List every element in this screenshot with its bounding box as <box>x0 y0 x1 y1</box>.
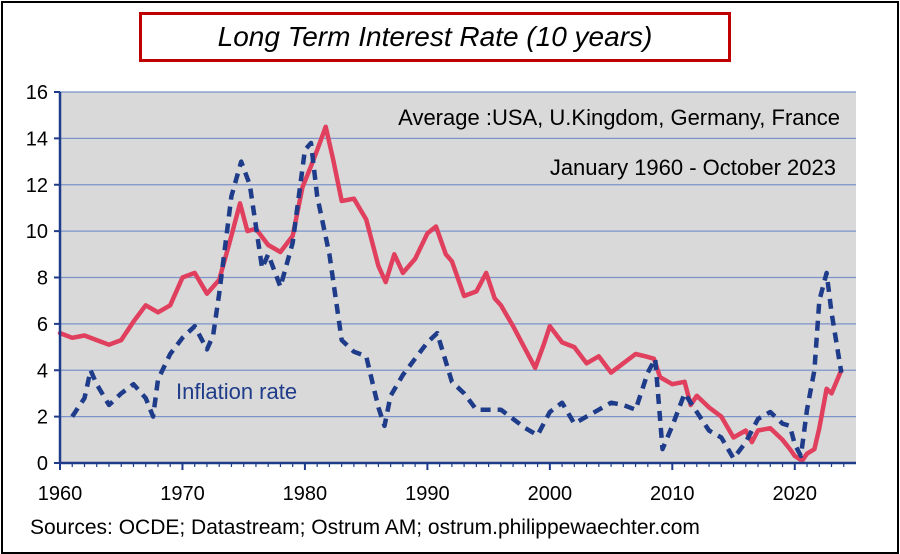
x-tick-label-1990: 1990 <box>405 483 450 505</box>
chart-title: Long Term Interest Rate (10 years) <box>217 21 653 52</box>
y-tick-label-16: 16 <box>26 82 48 104</box>
series-group <box>57 124 844 463</box>
x-tick-label-2020: 2020 <box>773 483 818 505</box>
inflation-rate-label: Inflation rate <box>176 379 297 404</box>
chart-title-box: Long Term Interest Rate (10 years) <box>139 12 731 62</box>
annotation-countries: Average :USA, U.Kingdom, Germany, France <box>398 105 840 130</box>
y-tick-label-8: 8 <box>37 268 48 290</box>
y-tick-label-6: 6 <box>37 314 48 336</box>
y-tick-label-4: 4 <box>37 360 48 382</box>
annotation-period: January 1960 - October 2023 <box>550 155 836 180</box>
source-note: Sources: OCDE; Datastream; Ostrum AM; os… <box>30 516 700 539</box>
y-tick-label-2: 2 <box>37 407 48 429</box>
x-tick-label-1960: 1960 <box>38 483 83 505</box>
y-tick-label-14: 14 <box>26 128 48 150</box>
x-tick-label-1980: 1980 <box>283 483 328 505</box>
y-tick-label-10: 10 <box>26 221 48 243</box>
x-tick-label-1970: 1970 <box>160 483 205 505</box>
y-tick-labels: 0 2 4 6 8 10 12 14 16 <box>26 82 60 475</box>
series-line-inflation-rate <box>70 140 844 461</box>
y-tick-label-12: 12 <box>26 175 48 197</box>
y-tick-label-0: 0 <box>37 453 48 475</box>
x-tick-labels: 1960 1970 1980 1990 2000 2010 2020 <box>38 463 845 505</box>
x-tick-label-2010: 2010 <box>650 483 695 505</box>
x-tick-label-2000: 2000 <box>528 483 573 505</box>
